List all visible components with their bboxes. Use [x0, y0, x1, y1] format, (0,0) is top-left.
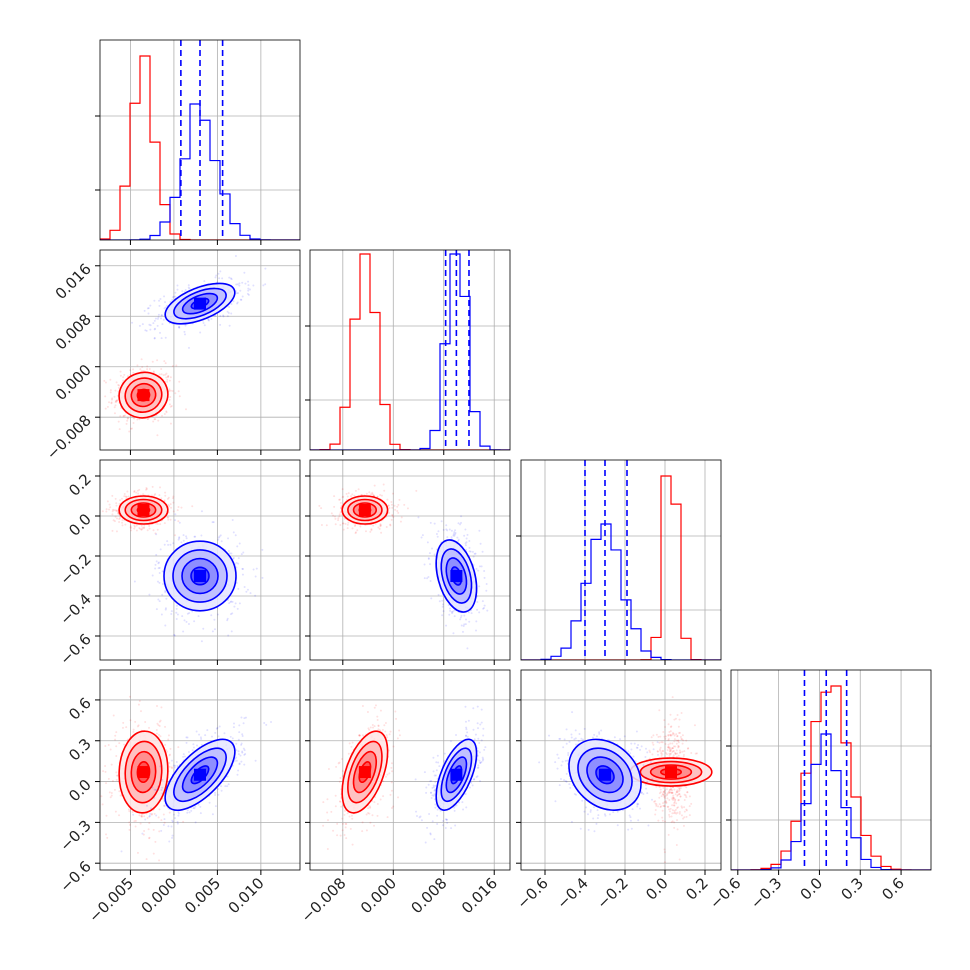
- x-tick-label: −0.3: [747, 874, 785, 912]
- x-tick-label: −0.6: [513, 874, 551, 912]
- x-tick-label: −0.2: [593, 874, 631, 912]
- x-tick-label: 0.008: [407, 874, 450, 917]
- density-peak-red: [665, 766, 677, 779]
- histogram-red: [310, 253, 510, 450]
- y-tick-label: 0.3: [65, 735, 95, 765]
- panel-1-0: −0.008 0.000 0.008 0.016: [43, 249, 301, 463]
- density-peak-blue: [194, 297, 206, 310]
- histogram-red: [100, 55, 300, 240]
- panel-frame: [520, 669, 722, 871]
- y-tick-label: −0.2: [56, 550, 94, 588]
- density-peak-red: [137, 766, 150, 779]
- density-peak-red: [358, 504, 371, 516]
- x-tick-label: 0.016: [458, 874, 501, 917]
- density-peak-blue: [194, 570, 206, 582]
- panel-frame: [730, 669, 932, 871]
- y-tick-label: −0.6: [56, 857, 94, 895]
- panel-frame: [520, 459, 722, 661]
- x-tick-label: −0.4: [553, 874, 591, 912]
- x-tick-label: 0.0: [642, 874, 672, 904]
- x-tick-label: −0.6: [706, 874, 744, 912]
- panel-2-1: [305, 459, 511, 665]
- panel-3-1: −0.008 0.000 0.008 0.016: [298, 669, 511, 926]
- panel-frame: [99, 39, 301, 241]
- hist-panel-3: −0.6 −0.3 0.0 0.3 0.6: [706, 669, 932, 913]
- density-peak-red: [137, 504, 150, 516]
- hist-panel-2: [516, 459, 722, 665]
- x-tick-label: 0.3: [837, 874, 867, 904]
- y-tick-label: 0.008: [52, 310, 95, 353]
- density-peak-red: [137, 389, 150, 402]
- x-tick-label: 0.005: [181, 874, 224, 917]
- x-tick-label: 0.010: [225, 874, 268, 917]
- y-tick-label: 0.0: [65, 776, 95, 806]
- panel-frame: [309, 249, 511, 451]
- x-tick-label: 0.0: [797, 874, 827, 904]
- panel-frame: [99, 249, 301, 451]
- hist-panel-0: [95, 39, 301, 245]
- density-peak-blue: [450, 768, 463, 781]
- panel-2-0: −0.6−0.4−0.2 0.0 0.2: [56, 459, 301, 669]
- y-tick-label: −0.008: [43, 411, 95, 463]
- panel-frame: [309, 669, 511, 871]
- x-tick-label: 0.000: [138, 874, 181, 917]
- x-tick-label: 0.6: [878, 874, 908, 904]
- panel-frame: [99, 669, 301, 871]
- panel-3-2: −0.6 −0.4 −0.2 0.0 0.2: [513, 669, 722, 913]
- hist-panel-1: [305, 249, 511, 455]
- density-peak-red: [358, 766, 371, 779]
- histogram-blue: [310, 253, 510, 450]
- y-tick-label: −0.3: [56, 816, 94, 854]
- y-tick-label: −0.4: [56, 590, 94, 628]
- panel-frame: [99, 459, 301, 661]
- panel-frame: [309, 459, 511, 661]
- y-tick-label: 0.0: [65, 510, 95, 540]
- x-tick-label: −0.005: [85, 874, 137, 926]
- y-tick-label: 0.6: [65, 694, 95, 724]
- y-tick-label: 0.016: [52, 260, 95, 303]
- x-tick-label: 0.000: [357, 874, 400, 917]
- x-tick-label: −0.008: [298, 874, 350, 926]
- histogram-red: [731, 685, 931, 870]
- density-peak-blue: [450, 570, 463, 582]
- y-tick-label: 0.000: [52, 361, 95, 404]
- density-peak-blue: [194, 768, 206, 781]
- panel-3-0: −0.005 0.000 0.005 0.010 −0.6−0.3 0.0 0.3 0.6: [56, 669, 301, 926]
- y-tick-label: −0.6: [56, 630, 94, 668]
- y-tick-label: 0.2: [65, 470, 95, 500]
- density-peak-blue: [599, 768, 611, 781]
